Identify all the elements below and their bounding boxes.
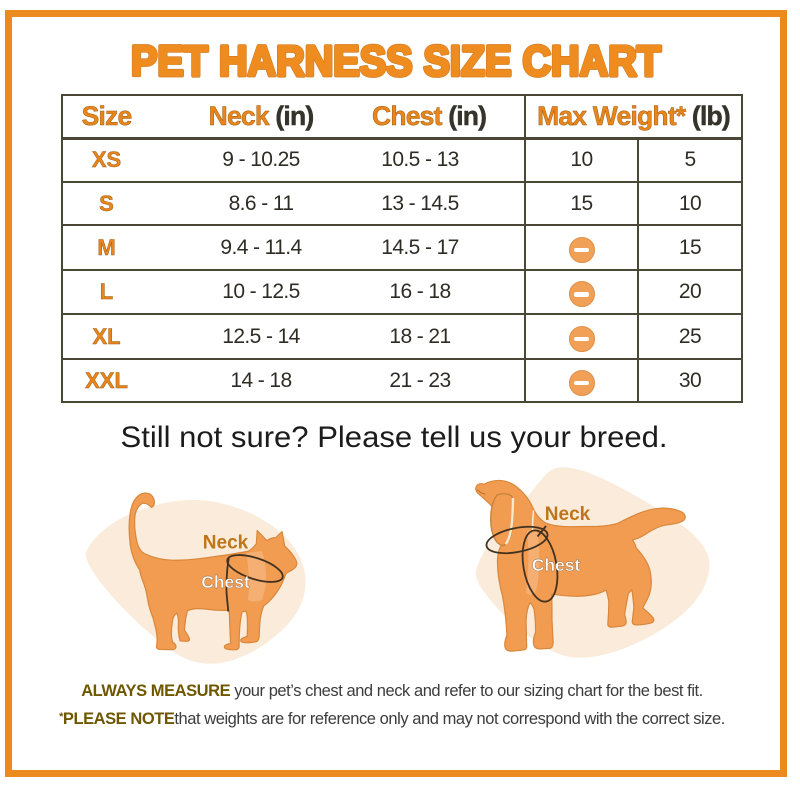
svg-text:Chest: Chest bbox=[532, 555, 581, 575]
svg-text:Still not sure? Please tell us: Still not sure? Please tell us your bree… bbox=[121, 421, 668, 454]
svg-text:PET HARNESS SIZE CHART: PET HARNESS SIZE CHART bbox=[131, 39, 661, 86]
svg-text:Chest: Chest bbox=[201, 572, 250, 592]
svg-text:Neck: Neck bbox=[203, 533, 249, 554]
svg-text:PET HARNESS SIZE CHART: PET HARNESS SIZE CHART bbox=[131, 39, 661, 86]
svg-text:Neck: Neck bbox=[545, 504, 591, 525]
